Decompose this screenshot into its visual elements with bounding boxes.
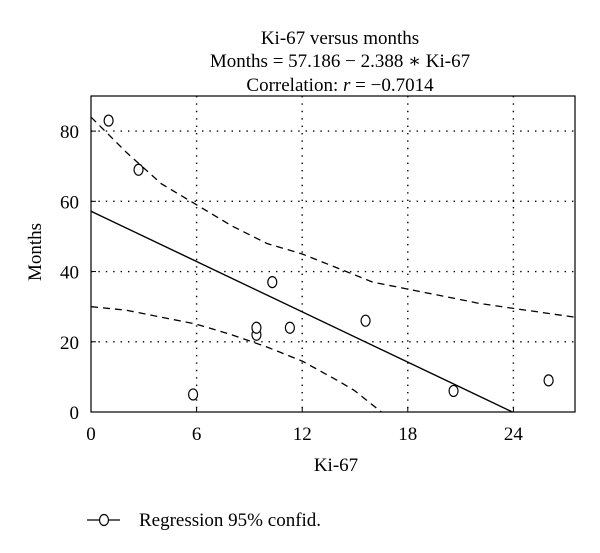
title-line-2: Months = 57.186 − 2.388 ∗ Ki-67 xyxy=(210,51,470,72)
data-point xyxy=(187,388,199,401)
regression-line-group xyxy=(90,210,513,413)
y-tick-label: 40 xyxy=(60,263,79,284)
data-point xyxy=(448,384,459,398)
correlation-symbol: r xyxy=(343,75,351,96)
confidence-band xyxy=(90,116,576,413)
confidence-lower-line xyxy=(90,306,382,413)
y-tick-label: 0 xyxy=(70,403,80,424)
data-point xyxy=(103,114,114,127)
data-point xyxy=(284,321,295,334)
legend-label: Regression 95% confid. xyxy=(139,510,321,531)
x-axis-ticks: 0 6 12 18 24 xyxy=(86,407,523,445)
regression-line xyxy=(90,210,513,413)
chart-title: Ki-67 versus months Months = 57.186 − 2.… xyxy=(210,28,470,96)
legend: Regression 95% confid. xyxy=(87,510,321,531)
x-tick-label: 0 xyxy=(86,424,96,445)
y-axis-label: Months xyxy=(25,223,46,281)
legend-marker xyxy=(98,513,110,527)
data-points xyxy=(103,114,554,401)
data-point xyxy=(267,275,278,289)
x-tick-label: 24 xyxy=(504,424,524,445)
x-axis-label: Ki-67 xyxy=(314,455,358,476)
correlation-prefix: Correlation: xyxy=(246,75,343,96)
y-tick-label: 80 xyxy=(60,122,79,143)
x-tick-label: 6 xyxy=(192,424,202,445)
correlation-value: = −0.7014 xyxy=(350,75,434,96)
grid xyxy=(91,96,575,412)
x-tick-label: 18 xyxy=(398,424,417,445)
y-tick-label: 20 xyxy=(60,333,79,354)
y-axis-ticks: 0 20 40 60 80 xyxy=(60,122,96,424)
title-line-1: Ki-67 versus months xyxy=(261,28,419,49)
title-line-3: Correlation: r = −0.7014 xyxy=(246,75,434,96)
data-point xyxy=(133,163,144,176)
confidence-upper-line xyxy=(90,116,576,318)
y-tick-label: 60 xyxy=(60,192,79,213)
x-tick-label: 12 xyxy=(293,424,312,445)
plot-frame xyxy=(90,95,576,413)
data-point xyxy=(543,374,554,387)
data-point xyxy=(360,314,371,327)
data-point xyxy=(251,321,262,334)
